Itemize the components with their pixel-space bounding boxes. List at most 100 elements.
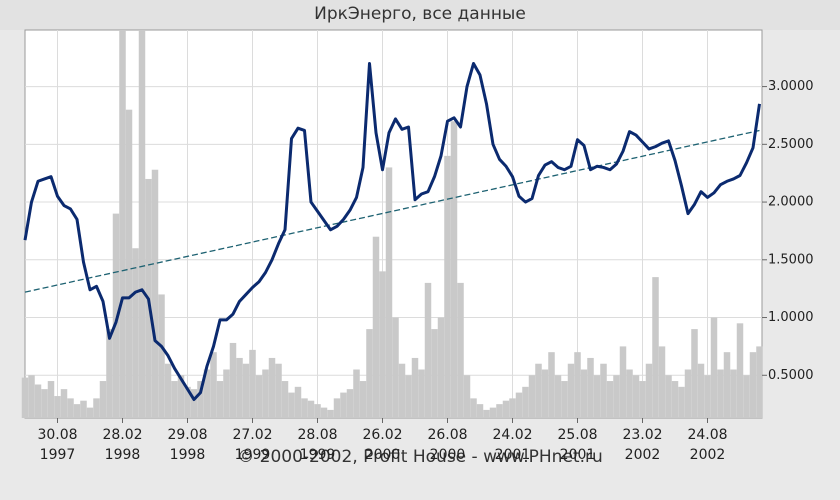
volume-bar bbox=[743, 375, 750, 418]
x-tick-label: 28.02 1998 bbox=[102, 427, 143, 463]
volume-bar bbox=[710, 317, 718, 418]
volume-bar bbox=[138, 30, 146, 418]
volume-bar bbox=[275, 363, 282, 418]
volume-bar bbox=[41, 389, 48, 418]
volume-bar bbox=[496, 404, 503, 418]
volume-bar bbox=[327, 409, 334, 418]
volume-bar bbox=[294, 386, 302, 418]
volume-bar bbox=[450, 121, 458, 418]
volume-bar bbox=[418, 369, 425, 418]
volume-bar bbox=[431, 329, 438, 418]
y-tick-label: 3.0000 bbox=[768, 79, 814, 94]
volume-bar bbox=[385, 167, 393, 418]
volume-bar bbox=[366, 329, 373, 418]
volume-bar bbox=[190, 389, 198, 418]
volume-bar bbox=[398, 363, 406, 418]
volume-bar bbox=[749, 352, 757, 418]
volume-bar bbox=[80, 400, 87, 418]
volume-bar bbox=[242, 363, 250, 418]
volume-bar bbox=[158, 294, 165, 418]
x-tick-label: 25.08 2001 bbox=[557, 427, 598, 463]
volume-bar bbox=[112, 213, 120, 418]
volume-bar bbox=[632, 375, 640, 418]
volume-bar bbox=[359, 381, 367, 418]
volume-bar bbox=[717, 369, 724, 418]
volume-bar bbox=[502, 400, 510, 418]
volume-bar bbox=[574, 352, 581, 418]
volume-bar bbox=[704, 375, 711, 418]
volume-bar bbox=[483, 409, 490, 418]
volume-bar bbox=[515, 392, 523, 418]
volume-bar bbox=[60, 389, 68, 418]
volume-bar bbox=[678, 386, 685, 418]
volume-bar bbox=[541, 369, 549, 418]
x-tick-label: 30.08 1997 bbox=[37, 427, 78, 463]
volume-bar bbox=[164, 363, 172, 418]
volume-bar bbox=[619, 346, 627, 418]
volume-bar bbox=[509, 398, 516, 418]
volume-bar bbox=[340, 392, 347, 418]
volume-bar bbox=[203, 369, 211, 418]
volume-bar bbox=[307, 400, 315, 418]
volume-bar bbox=[736, 323, 744, 418]
volume-bar bbox=[28, 375, 35, 418]
grid bbox=[25, 30, 762, 418]
y-tick-label: 1.5000 bbox=[768, 252, 814, 267]
volume-bar bbox=[580, 369, 588, 418]
volume-bar bbox=[684, 369, 692, 418]
volume-bar bbox=[567, 363, 575, 418]
chart-title: ИркЭнерго, все данные bbox=[314, 4, 526, 24]
volume-bar bbox=[21, 377, 29, 418]
volume-bar bbox=[255, 375, 263, 418]
volume-bar bbox=[665, 375, 672, 418]
footer: © 2000-2002, Profit House - www.PHnet.ru bbox=[237, 447, 603, 467]
volume-bar bbox=[249, 349, 256, 418]
volume-bar bbox=[554, 375, 562, 418]
price-line bbox=[23, 61, 761, 402]
volume-bar bbox=[535, 363, 542, 418]
volume-bar bbox=[405, 375, 412, 418]
volume-bar bbox=[379, 271, 386, 418]
volume-bar bbox=[424, 282, 432, 418]
volume-bar bbox=[489, 407, 497, 418]
volume-bar bbox=[184, 386, 191, 418]
volume-bar bbox=[723, 352, 731, 418]
volume-bar bbox=[587, 357, 594, 418]
volume-bar bbox=[658, 346, 666, 418]
volume-bar bbox=[476, 404, 484, 418]
volume-bar bbox=[132, 248, 139, 418]
volume-bar bbox=[236, 357, 243, 418]
trend-line bbox=[24, 129, 760, 293]
volume-bar bbox=[437, 317, 445, 418]
volume-bar bbox=[288, 392, 295, 418]
volume-bar bbox=[216, 381, 224, 418]
y-tick-label: 1.0000 bbox=[768, 310, 814, 325]
volume-bar bbox=[639, 381, 646, 418]
volume-bar bbox=[697, 363, 705, 418]
volume-bar bbox=[268, 357, 276, 418]
volume-bar bbox=[262, 369, 269, 418]
volume-bar bbox=[372, 236, 380, 418]
volume-bar bbox=[548, 352, 555, 418]
volume-bar bbox=[613, 375, 620, 418]
volume-bar bbox=[528, 375, 536, 418]
volume-bar bbox=[606, 381, 614, 418]
volume-bar bbox=[177, 375, 185, 418]
volume-bar bbox=[86, 407, 94, 418]
volume-bar bbox=[671, 381, 679, 418]
volume-bar bbox=[171, 381, 178, 418]
volume-bar bbox=[561, 381, 568, 418]
volume-bar bbox=[320, 407, 328, 418]
volume-bar bbox=[691, 329, 698, 418]
volume-bar bbox=[463, 375, 471, 418]
volume-bars bbox=[21, 30, 763, 418]
volume-bar bbox=[333, 398, 341, 418]
y-tick-label: 2.5000 bbox=[768, 137, 814, 152]
volume-bar bbox=[314, 404, 321, 418]
volume-bar bbox=[353, 369, 360, 418]
volume-bar bbox=[151, 169, 159, 418]
volume-bar bbox=[593, 375, 601, 418]
volume-bar bbox=[730, 369, 737, 418]
volume-bar bbox=[600, 363, 607, 418]
